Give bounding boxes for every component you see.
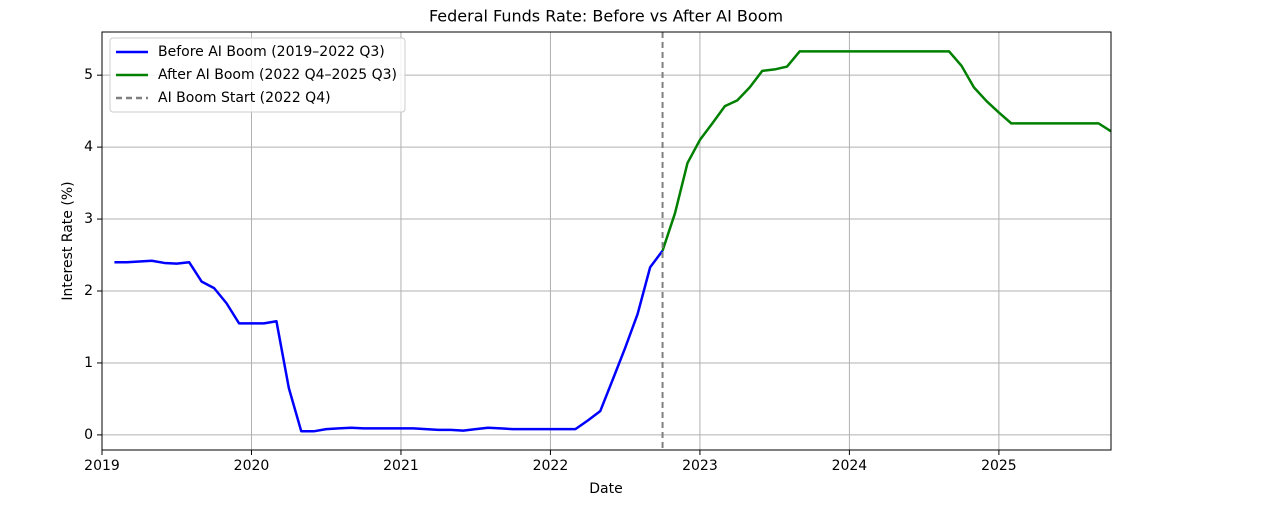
legend-label: After AI Boom (2022 Q4–2025 Q3)	[158, 67, 397, 83]
y-tick-label: 1	[84, 355, 93, 371]
chart-title: Federal Funds Rate: Before vs After AI B…	[429, 7, 783, 26]
data-line	[661, 50, 1112, 252]
x-tick-label: 2021	[383, 458, 419, 474]
legend: Before AI Boom (2019–2022 Q3) After AI Bo…	[109, 37, 406, 113]
legend-box	[109, 37, 406, 113]
x-tick-label: 2020	[234, 458, 270, 474]
y-tick-label: 4	[84, 139, 93, 155]
x-tick-label: 2019	[84, 458, 120, 474]
y-tick-label: 0	[84, 427, 93, 443]
legend-label: Before AI Boom (2019–2022 Q3)	[158, 44, 385, 60]
x-tick-label: 2025	[981, 458, 1017, 474]
y-axis-label: Interest Rate (%)	[60, 181, 76, 300]
data-line	[114, 249, 664, 433]
y-tick-label: 3	[84, 211, 93, 227]
y-tick-label: 5	[84, 67, 93, 83]
legend-label: AI Boom Start (2022 Q4)	[158, 90, 331, 106]
x-axis-label: Date	[589, 481, 622, 497]
x-tick-label: 2022	[533, 458, 569, 474]
y-tick-label: 2	[84, 283, 93, 299]
plot-frame	[101, 31, 1112, 451]
x-tick-label: 2024	[832, 458, 868, 474]
x-tick-label: 2023	[682, 458, 718, 474]
